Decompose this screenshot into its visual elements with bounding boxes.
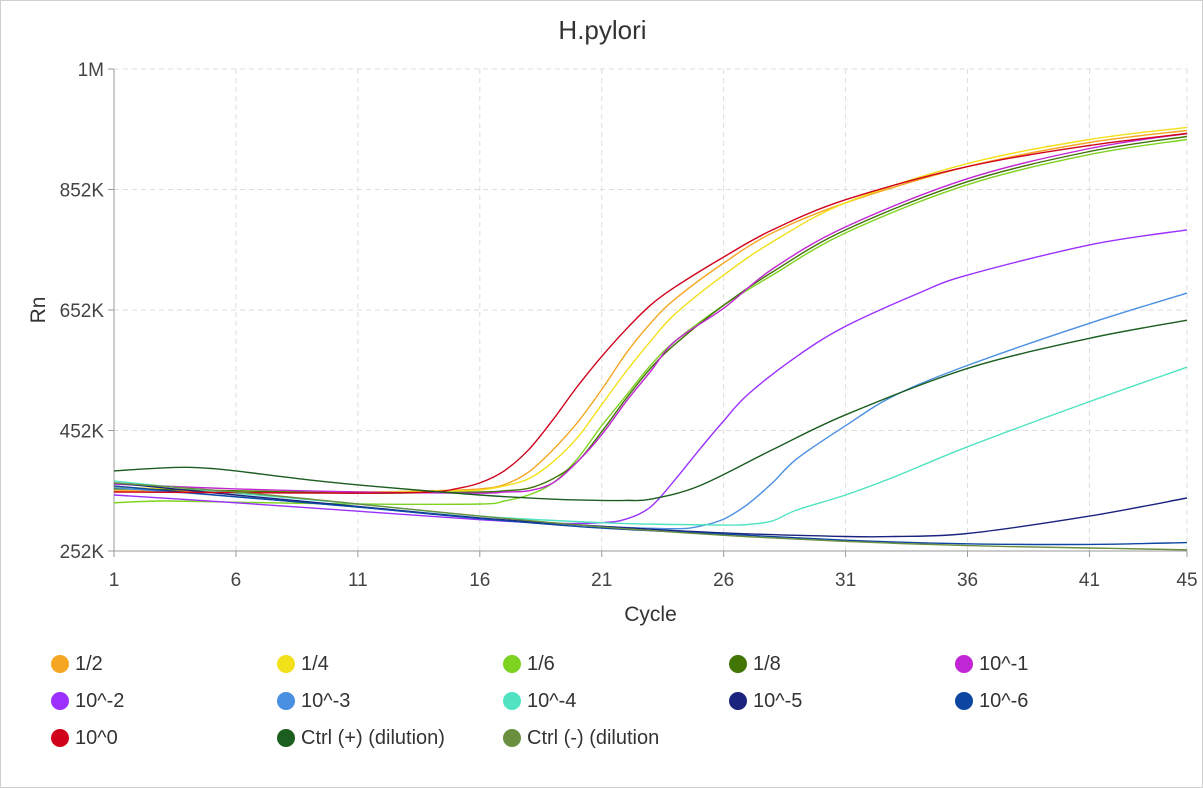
legend-swatch [277,729,295,747]
x-tick-label: 26 [713,570,734,591]
x-axis-label: Cycle [624,603,677,626]
legend-swatch [277,692,295,710]
x-tick-label: 31 [835,570,856,591]
legend-swatch [51,692,69,710]
legend-item-10-0[interactable]: 10^0 [51,725,277,751]
legend-label: 10^-5 [753,689,803,712]
x-tick-label: 1 [109,570,120,591]
legend-item-10-6[interactable]: 10^-6 [955,688,1181,714]
legend-label: 10^-1 [979,652,1029,675]
legend-label: 1/2 [75,652,103,675]
legend-swatch [729,692,747,710]
legend-item-10-1[interactable]: 10^-1 [955,651,1181,677]
legend-swatch [955,655,973,673]
legend-item-1-8[interactable]: 1/8 [729,651,955,677]
series-line-10-4 [114,366,1188,526]
x-tick-label: 11 [348,570,368,591]
legend-swatch [503,692,521,710]
legend-swatch [503,729,521,747]
legend-label: 10^-6 [979,689,1029,712]
legend-item-1-2[interactable]: 1/2 [51,651,277,677]
legend-swatch [277,655,295,673]
legend-label: Ctrl (-) (dilution [527,726,660,749]
x-tick-label: 36 [957,570,978,591]
legend-swatch [729,655,747,673]
legend-item-10-3[interactable]: 10^-3 [277,688,503,714]
series-line-1-8 [114,135,1188,494]
legend-swatch [51,729,69,747]
legend-item-1-4[interactable]: 1/4 [277,651,503,677]
x-tick-label: 6 [231,570,242,591]
legend-label: 1/8 [753,652,781,675]
x-tick-label: 21 [591,570,612,591]
series-line-10-0 [114,132,1188,494]
series-line-10-5 [114,482,1188,538]
y-tick-label: 852K [60,181,105,202]
y-tick-label: 252K [60,542,105,563]
legend-item-10-5[interactable]: 10^-5 [729,688,955,714]
legend-item-10-4[interactable]: 10^-4 [503,688,729,714]
series-line-1-6 [114,138,1188,506]
legend-label: 10^-3 [301,689,351,712]
legend-label: 1/4 [301,652,329,675]
plot-area: 1 6 11 16 21 26 31 36 41 45252K452K652K852K1MCycl… [27,60,1198,626]
y-tick-label: 1M [78,60,104,81]
legend-label: 10^0 [75,726,118,749]
legend-item-ctrl-dilution[interactable]: Ctrl (-) (dilution [503,725,729,751]
legend-label: 10^-2 [75,689,125,712]
chart-legend: 1/2 1/4 1/6 1/8 10^-1 10^-2 10^-3 10^-4 10^-5 10^… [51,651,1191,751]
x-tick-label: 16 [469,570,490,591]
legend-label: 10^-4 [527,689,577,712]
legend-item-ctrl-dilution[interactable]: Ctrl (+) (dilution) [277,725,503,751]
legend-item-10-2[interactable]: 10^-2 [51,688,277,714]
series-line-10-2 [114,229,1188,525]
y-axis-label: Rn [27,297,50,324]
legend-label: Ctrl (+) (dilution) [301,726,445,749]
legend-swatch [51,655,69,673]
y-tick-label: 452K [60,422,105,443]
series-line-ctrl-dilution [114,482,1188,551]
x-tick-label: 41 [1079,570,1100,591]
y-tick-label: 652K [60,301,105,322]
legend-item-1-6[interactable]: 1/6 [503,651,729,677]
chart-title: H.pylori [558,15,647,45]
legend-swatch [955,692,973,710]
legend-label: 1/6 [527,652,555,675]
series-line-10-1 [114,132,1188,494]
series-line-ctrl-dilution [114,319,1188,502]
x-tick-label: 45 [1176,570,1197,591]
series-line-10-6 [114,485,1188,546]
legend-swatch [503,655,521,673]
series-line-1-2 [114,129,1188,493]
